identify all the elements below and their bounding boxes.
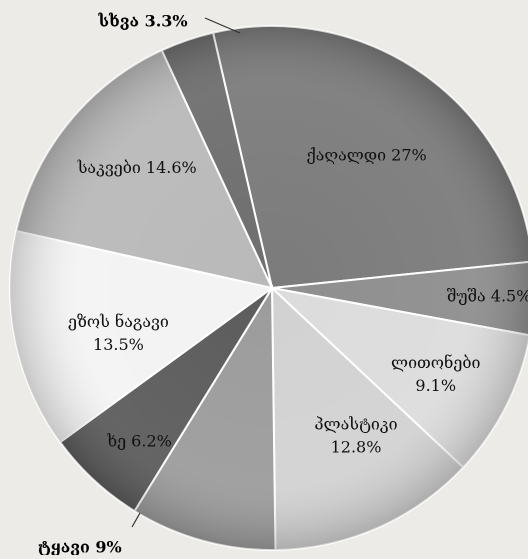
leader-line: [204, 17, 241, 34]
leader-line: [131, 512, 141, 528]
slice-value-label: 9.1%: [415, 376, 456, 395]
slice-label-outside: სხვა 3.3%: [97, 12, 187, 31]
slice-label: ეზოს ნაგავი: [68, 312, 169, 331]
slice-label: პლასტიკი: [314, 414, 397, 433]
slice-label: შუშა 4.5%: [447, 287, 528, 306]
slice-value-label: 12.8%: [331, 437, 382, 456]
slice-label: ლითონები: [391, 353, 480, 372]
slice-label: ხე 6.2%: [106, 431, 172, 450]
slice-label: საკვები 14.6%: [77, 158, 197, 177]
slice-label-outside: ტყავი 9%: [38, 538, 121, 556]
slice-value-label: 13.5%: [93, 335, 144, 354]
slice-label: ქაღალდი 27%: [306, 145, 426, 164]
